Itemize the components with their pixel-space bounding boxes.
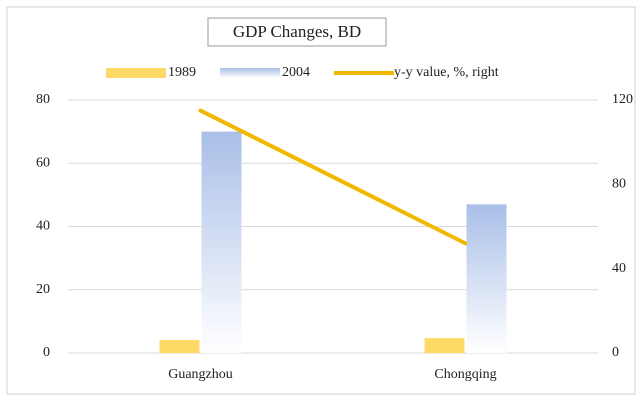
bar: [424, 338, 465, 353]
chart-border: [6, 6, 636, 395]
legend-label: y-y value, %, right: [394, 65, 499, 80]
x-tick-label: Chongqing: [434, 367, 496, 382]
title-box: [207, 17, 387, 47]
bar: [466, 204, 507, 353]
y-tick-label: 40: [36, 219, 50, 234]
y-tick-label: 60: [36, 155, 50, 170]
line-series: [198, 108, 468, 246]
legend-label: 2004: [282, 65, 310, 80]
y2-tick-label: 120: [612, 92, 633, 107]
legend-swatch: [220, 68, 280, 78]
y-tick-label: 0: [43, 345, 50, 360]
legend-label: 1989: [168, 65, 196, 80]
y2-tick-label: 40: [612, 261, 626, 276]
y-tick-label: 80: [36, 92, 50, 107]
y2-tick-label: 80: [612, 177, 626, 192]
chart-title: GDP Changes, BD: [233, 22, 361, 41]
x-tick-label: Guangzhou: [168, 367, 233, 382]
y2-tick-label: 0: [612, 345, 619, 360]
legend-swatch: [106, 68, 166, 78]
y-tick-label: 20: [36, 282, 50, 297]
bar: [159, 340, 200, 353]
bar: [201, 131, 242, 353]
